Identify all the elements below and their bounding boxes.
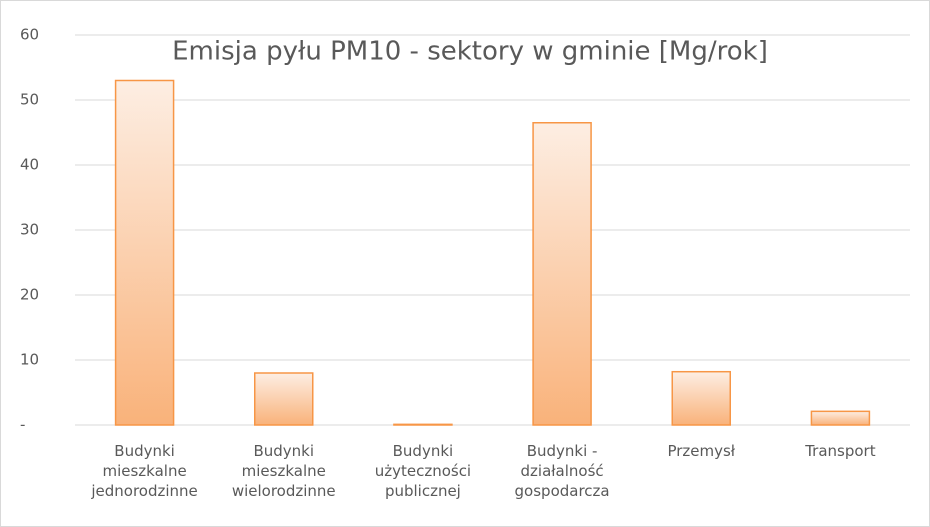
bar: [254, 372, 314, 426]
y-tick-label: 60: [20, 26, 39, 44]
x-tick-label: Przemysł: [667, 442, 736, 460]
bar: [810, 410, 871, 426]
x-tick-label: Budynki - działalność gospodarcza: [514, 442, 610, 500]
x-tick-label: Budynki użyteczności publicznej: [374, 442, 472, 500]
bar: [393, 423, 453, 426]
bar: [114, 79, 175, 426]
x-tick-label: Budynki mieszkalne wielorodzinne: [231, 442, 336, 500]
y-tick-label: 40: [20, 156, 39, 174]
bar: [532, 122, 592, 426]
x-tick-label: Transport: [805, 442, 876, 460]
bar: [671, 370, 731, 426]
y-tick-label: -: [20, 416, 25, 434]
y-tick-label: 20: [20, 286, 39, 304]
chart-title: Emisja pyłu PM10 - sektory w gminie [Mg/…: [172, 37, 768, 67]
y-tick-label: 50: [20, 91, 39, 109]
y-tick-label: 10: [20, 351, 39, 369]
y-tick-label: 30: [20, 221, 39, 239]
x-tick-label: Budynki mieszkalne jednorodzinne: [91, 442, 198, 500]
